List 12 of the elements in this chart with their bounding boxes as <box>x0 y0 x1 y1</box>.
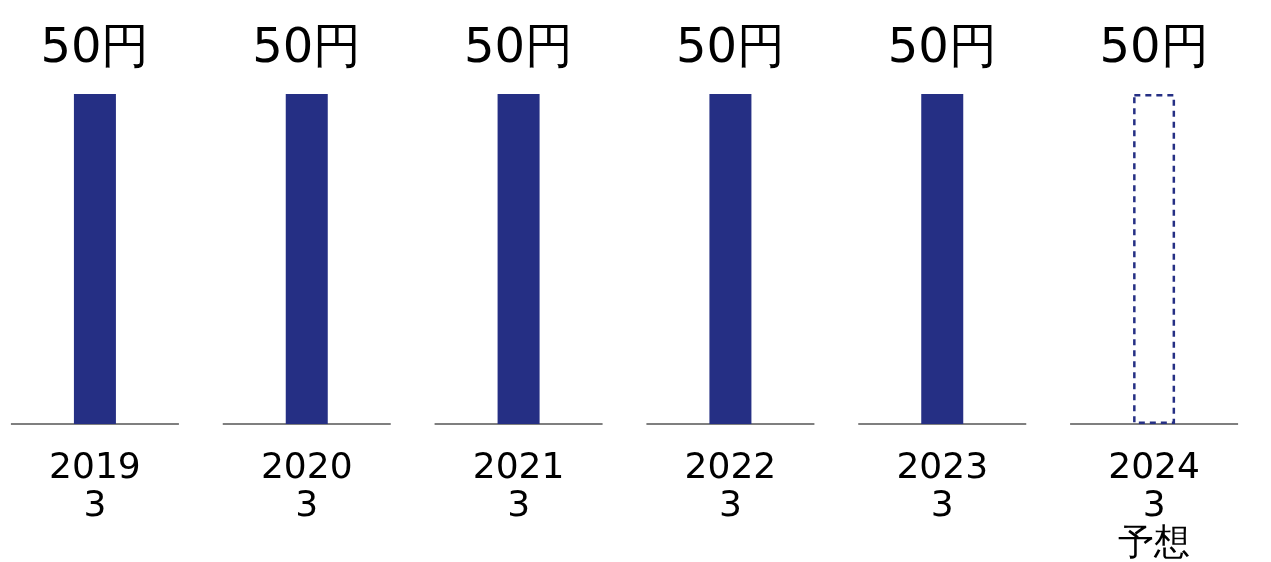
x-tick-label: 2020 3 <box>260 445 353 524</box>
x-tick-label: 2019 3 <box>49 445 141 524</box>
data-label: 50円 <box>40 17 150 73</box>
x-tick-label: 2023 3 <box>896 445 989 524</box>
data-label: 50円 <box>1099 17 1209 73</box>
data-label: 50円 <box>252 17 362 73</box>
data-label: 50円 <box>887 17 997 73</box>
x-tick-label: 2022 3 <box>684 445 777 524</box>
x-tick-label: 2024 3 予想 <box>1108 445 1200 562</box>
data-label: 50円 <box>464 17 574 73</box>
data-label: 50円 <box>675 17 785 73</box>
x-tick-label: 2021 3 <box>472 445 565 524</box>
